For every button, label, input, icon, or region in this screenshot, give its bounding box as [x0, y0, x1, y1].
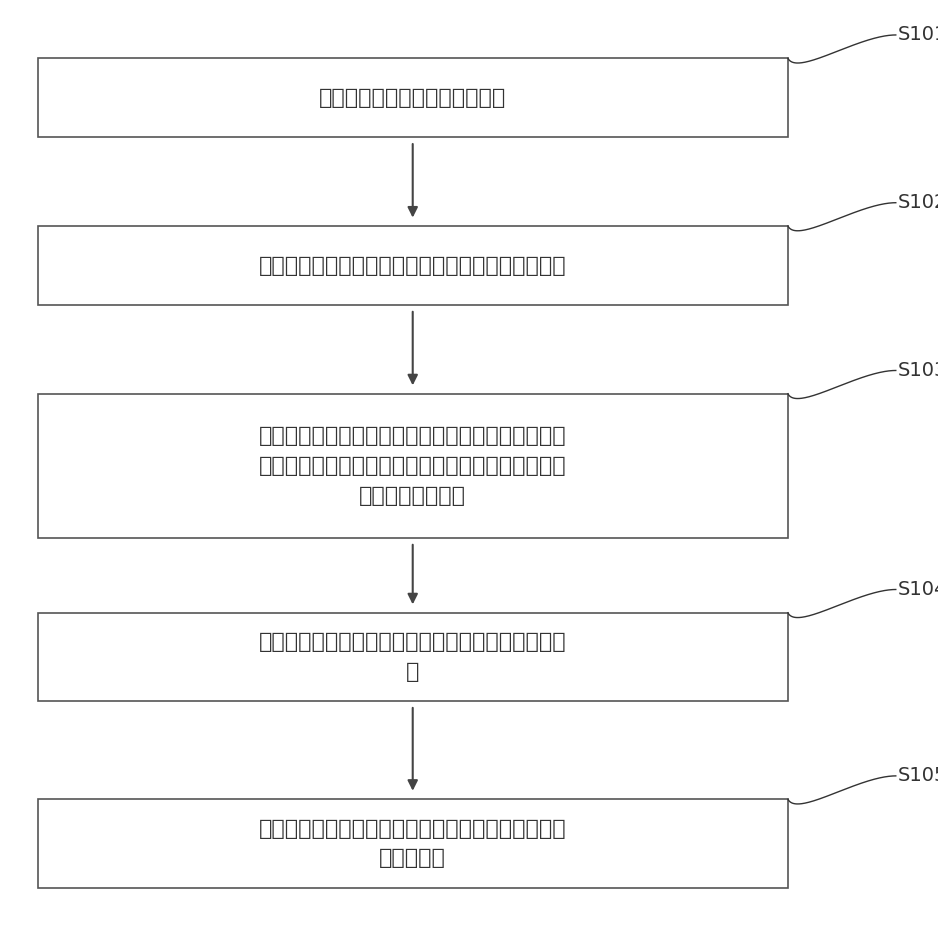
Text: S103: S103 — [898, 361, 938, 380]
Bar — [38, 613, 788, 701]
Text: S101: S101 — [898, 25, 938, 45]
Text: 使用显影液对阵列基板上的光刻胶进行第一时间的溶
解: 使用显影液对阵列基板上的光刻胶进行第一时间的溶 解 — [259, 632, 567, 682]
Text: 在阵列基板的受光面涂覆光刻胶: 在阵列基板的受光面涂覆光刻胶 — [319, 88, 507, 108]
Bar — [38, 226, 788, 306]
Bar — [38, 393, 788, 539]
Text: 烘干阵列基板，并对子像素进行刻蚀形成三种深度不
同的储液槽: 烘干阵列基板，并对子像素进行刻蚀形成三种深度不 同的储液槽 — [259, 818, 567, 869]
Bar — [38, 799, 788, 887]
Text: 调整掩膜版，使掩膜版的透光区对应至每个显示像素: 调整掩膜版，使掩膜版的透光区对应至每个显示像素 — [259, 255, 567, 276]
Bar — [38, 58, 788, 137]
Text: S105: S105 — [898, 766, 938, 786]
Text: S104: S104 — [898, 580, 938, 599]
Text: 维持掩膜版与阵列基板相对位置不变，采用入射方向
不同的三组光源同时透过掩膜版的透光区对不同组别
的子像素进行曝光: 维持掩膜版与阵列基板相对位置不变，采用入射方向 不同的三组光源同时透过掩膜版的透… — [259, 427, 567, 505]
Text: S102: S102 — [898, 193, 938, 212]
